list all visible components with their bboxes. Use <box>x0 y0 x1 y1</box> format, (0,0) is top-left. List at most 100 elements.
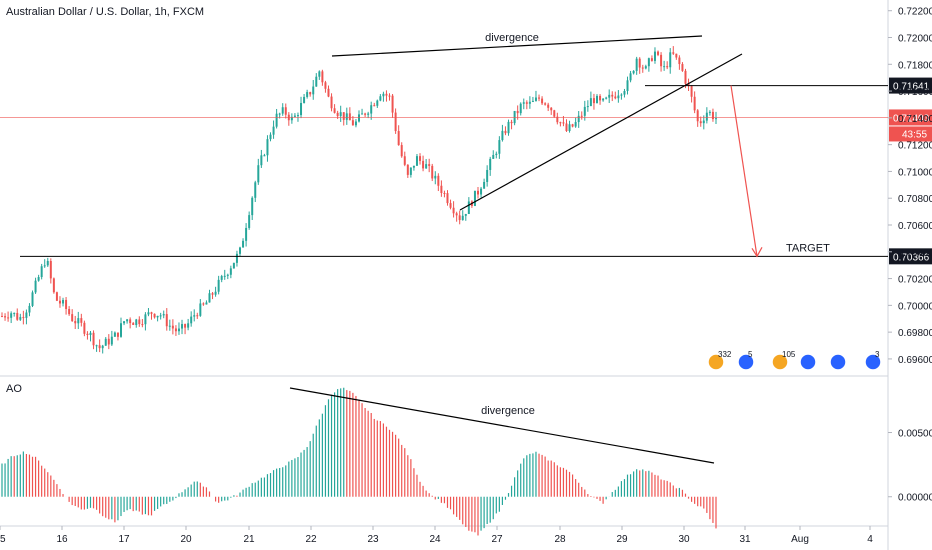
candle-up <box>95 345 98 347</box>
candle-down <box>150 312 153 314</box>
event-badge-icon <box>707 353 725 371</box>
price-tick-label: 0.71200 <box>898 141 932 152</box>
candle-up <box>235 253 238 263</box>
candle-down <box>116 332 119 337</box>
candle-up <box>534 97 537 101</box>
candle-down <box>397 131 400 146</box>
candle-down <box>141 324 144 326</box>
candle-up <box>379 96 382 101</box>
candle-down <box>400 145 403 157</box>
price-candles <box>1 46 717 354</box>
candle-up <box>226 274 229 276</box>
price-tick-label: 0.70200 <box>898 275 932 286</box>
time-tick-label: 23 <box>367 534 379 545</box>
price-tick-label: 0.71800 <box>898 60 932 71</box>
candle-down <box>675 53 678 58</box>
candle-up <box>574 122 577 127</box>
candle-down <box>74 321 77 324</box>
candle-up <box>705 112 708 121</box>
candle-up <box>190 316 193 324</box>
candle-up <box>223 275 226 277</box>
candle-down <box>565 123 568 131</box>
candle-up <box>489 158 492 170</box>
candle-down <box>553 110 556 117</box>
ao-tick-label: 0.00500 <box>898 429 932 440</box>
event-badge-icon <box>771 353 789 371</box>
candle-up <box>568 124 571 131</box>
candle-up <box>281 107 284 114</box>
candle-down <box>165 314 168 327</box>
candle-down <box>80 318 83 323</box>
candle-up <box>37 277 40 281</box>
candle-up <box>367 113 370 115</box>
time-tick-label: 5 <box>0 534 6 545</box>
candle-up <box>220 276 223 280</box>
candle-up <box>110 336 113 345</box>
candle-up <box>214 291 217 295</box>
candle-down <box>202 303 205 305</box>
candle-up <box>251 197 254 216</box>
candle-down <box>98 345 101 349</box>
candle-up <box>647 58 650 67</box>
candle-up <box>242 240 245 248</box>
candle-up <box>669 52 672 68</box>
candle-up <box>312 86 315 95</box>
candle-down <box>562 122 565 124</box>
candle-up <box>629 73 632 81</box>
price-tick-label: 0.69800 <box>898 328 932 339</box>
time-tick-label: 24 <box>429 534 441 545</box>
candle-up <box>239 247 241 254</box>
candle-down <box>641 67 644 69</box>
price-tick-label: 0.69600 <box>898 355 932 366</box>
candle-up <box>205 302 208 305</box>
candle-up <box>77 318 80 324</box>
candle-down <box>638 58 641 68</box>
candle-down <box>544 103 547 105</box>
candle-up <box>354 121 357 126</box>
candle-up <box>168 325 171 327</box>
candle-down <box>440 185 443 193</box>
divergence-trendline-ao <box>289 387 715 464</box>
candle-up <box>589 98 592 107</box>
candle-up <box>126 319 129 322</box>
time-tick-label: 4 <box>867 534 873 545</box>
candle-up <box>89 332 92 335</box>
countdown-label: 43:55 <box>902 129 927 140</box>
candle-down <box>455 213 458 216</box>
candle-down <box>422 160 425 169</box>
candle-up <box>300 102 303 116</box>
candle-down <box>547 104 550 108</box>
candle-down <box>541 98 544 104</box>
price-tick-label: 0.71400 <box>898 114 932 125</box>
candle-down <box>559 122 562 124</box>
candle-up <box>266 139 269 156</box>
candle-down <box>391 95 394 113</box>
candle-up <box>199 303 202 316</box>
candle-down <box>699 121 702 124</box>
candle-up <box>113 332 116 337</box>
candle-up <box>495 153 498 155</box>
rising-wedge-support <box>459 53 743 211</box>
price-label-box <box>889 77 932 94</box>
candle-up <box>31 292 34 306</box>
candle-down <box>336 112 339 117</box>
candle-down <box>458 215 461 221</box>
candle-down <box>385 93 388 96</box>
candle-down <box>71 314 74 322</box>
candle-up <box>522 102 525 104</box>
price-tick-label: 0.70400 <box>898 248 932 259</box>
candle-up <box>382 93 385 97</box>
candle-up <box>577 115 580 123</box>
candle-down <box>684 70 687 84</box>
candle-down <box>16 312 19 320</box>
candle-down <box>171 325 174 329</box>
candle-up <box>663 66 666 68</box>
candle-down <box>660 54 663 67</box>
candle-up <box>409 167 412 175</box>
candle-down <box>394 112 397 132</box>
candle-up <box>193 315 196 317</box>
candle-up <box>464 213 467 216</box>
candle-down <box>351 120 354 126</box>
candle-down <box>525 102 528 104</box>
